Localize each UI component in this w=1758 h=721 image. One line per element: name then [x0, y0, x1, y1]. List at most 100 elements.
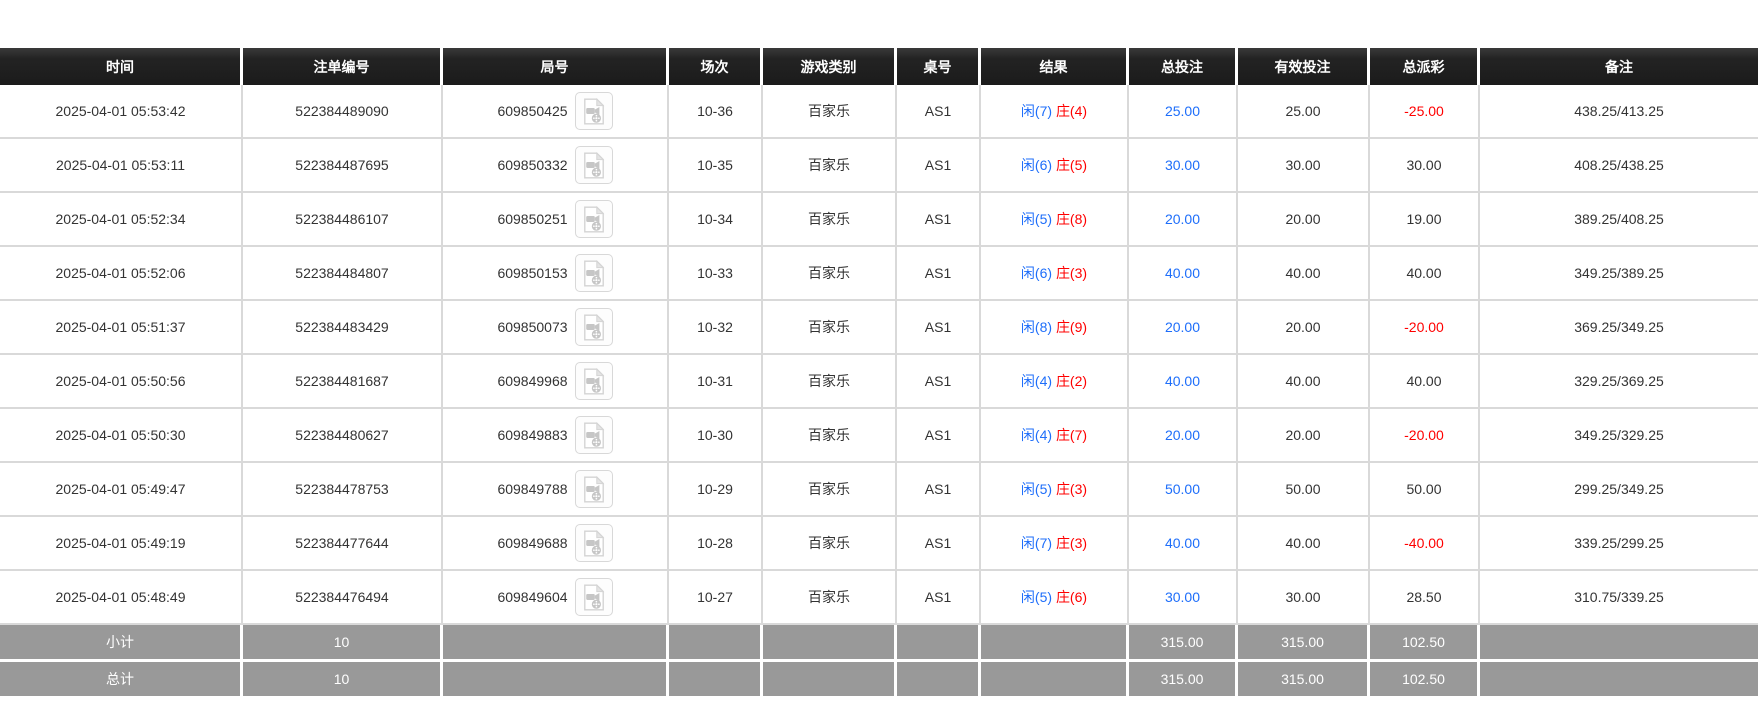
- cell-table-number: AS1: [897, 355, 981, 409]
- column-header-remark: 备注: [1480, 48, 1758, 85]
- round-number: 609849688: [497, 535, 568, 551]
- video-replay-button[interactable]: [574, 146, 613, 184]
- result-player: 闲(4): [1020, 427, 1053, 443]
- cell-total-payout: -40.00: [1370, 517, 1480, 571]
- cell-round-number: 609849968: [443, 355, 669, 409]
- footer-label: 总计: [0, 662, 243, 699]
- result-player: 闲(7): [1020, 535, 1053, 551]
- cell-session: 10-30: [669, 409, 763, 463]
- result-banker: 庄(9): [1055, 319, 1088, 335]
- video-replay-button[interactable]: [574, 92, 613, 130]
- cell-total-payout: 30.00: [1370, 139, 1480, 193]
- cell-remark: 299.25/349.25: [1480, 463, 1758, 517]
- footer-empty: [1480, 662, 1758, 699]
- footer-empty: [443, 625, 669, 662]
- cell-table-number: AS1: [897, 85, 981, 139]
- cell-time: 2025-04-01 05:50:56: [0, 355, 243, 409]
- table-row: 2025-04-01 05:52:06 522384484807 609850153…: [0, 247, 1758, 301]
- cell-time: 2025-04-01 05:53:11: [0, 139, 243, 193]
- cell-total-bet: 40.00: [1129, 247, 1238, 301]
- cell-result: 闲(4) 庄(7): [981, 409, 1129, 463]
- video-file-icon: [583, 313, 604, 340]
- cell-table-number: AS1: [897, 463, 981, 517]
- table-row: 2025-04-01 05:53:11 522384487695 609850332…: [0, 139, 1758, 193]
- footer-count: 10: [243, 625, 443, 662]
- video-replay-button[interactable]: [574, 254, 613, 292]
- cell-session: 10-33: [669, 247, 763, 301]
- video-replay-button[interactable]: [574, 200, 613, 238]
- cell-game-type: 百家乐: [763, 247, 897, 301]
- cell-result: 闲(5) 庄(3): [981, 463, 1129, 517]
- cell-total-payout: 50.00: [1370, 463, 1480, 517]
- cell-time: 2025-04-01 05:49:19: [0, 517, 243, 571]
- cell-total-bet: 30.00: [1129, 139, 1238, 193]
- cell-table-number: AS1: [897, 571, 981, 625]
- column-header-total_payout: 总派彩: [1370, 48, 1480, 85]
- video-replay-button[interactable]: [574, 416, 613, 454]
- cell-bet-number: 522384486107: [243, 193, 443, 247]
- bet-records-table: 时间 注单编号 局号 场次 游戏类别 桌号 结果 总投注 有效投注 总派彩 备注 2025-04-0…: [0, 48, 1758, 699]
- cell-round-number: 609850073: [443, 301, 669, 355]
- cell-remark: 389.25/408.25: [1480, 193, 1758, 247]
- cell-session: 10-31: [669, 355, 763, 409]
- cell-result: 闲(7) 庄(4): [981, 85, 1129, 139]
- cell-result: 闲(5) 庄(8): [981, 193, 1129, 247]
- table-header: 时间 注单编号 局号 场次 游戏类别 桌号 结果 总投注 有效投注 总派彩 备注: [0, 48, 1758, 85]
- cell-table-number: AS1: [897, 409, 981, 463]
- video-replay-button[interactable]: [574, 470, 613, 508]
- result-banker: 庄(4): [1055, 103, 1088, 119]
- cell-remark: 329.25/369.25: [1480, 355, 1758, 409]
- cell-bet-number: 522384480627: [243, 409, 443, 463]
- result-banker: 庄(5): [1055, 157, 1088, 173]
- cell-remark: 310.75/339.25: [1480, 571, 1758, 625]
- cell-remark: 369.25/349.25: [1480, 301, 1758, 355]
- cell-time: 2025-04-01 05:51:37: [0, 301, 243, 355]
- round-number: 609849883: [497, 427, 568, 443]
- cell-session: 10-34: [669, 193, 763, 247]
- footer-empty: [981, 625, 1129, 662]
- table-footer: 小计 10 315.00 315.00 102.50 总计 10 315.00 315.00 10…: [0, 625, 1758, 699]
- video-file-icon: [583, 97, 604, 124]
- cell-remark: 349.25/329.25: [1480, 409, 1758, 463]
- cell-game-type: 百家乐: [763, 517, 897, 571]
- result-player: 闲(5): [1020, 481, 1053, 497]
- cell-remark: 438.25/413.25: [1480, 85, 1758, 139]
- footer-empty: [1480, 625, 1758, 662]
- video-replay-button[interactable]: [574, 524, 613, 562]
- round-number: 609849788: [497, 481, 568, 497]
- cell-bet-number: 522384481687: [243, 355, 443, 409]
- cell-total-bet: 20.00: [1129, 409, 1238, 463]
- footer-empty: [669, 662, 763, 699]
- round-number-wrap: 609849883: [447, 416, 663, 454]
- table-row: 2025-04-01 05:53:42 522384489090 609850425…: [0, 85, 1758, 139]
- cell-session: 10-28: [669, 517, 763, 571]
- footer-empty: [981, 662, 1129, 699]
- video-replay-button[interactable]: [574, 578, 613, 616]
- cell-total-payout: 19.00: [1370, 193, 1480, 247]
- cell-valid-bet: 20.00: [1238, 193, 1370, 247]
- cell-round-number: 609849883: [443, 409, 669, 463]
- video-replay-button[interactable]: [574, 308, 613, 346]
- cell-game-type: 百家乐: [763, 355, 897, 409]
- footer-empty: [763, 662, 897, 699]
- result-banker: 庄(8): [1055, 211, 1088, 227]
- cell-total-bet: 20.00: [1129, 301, 1238, 355]
- cell-bet-number: 522384487695: [243, 139, 443, 193]
- video-replay-button[interactable]: [574, 362, 613, 400]
- column-header-round_no: 局号: [443, 48, 669, 85]
- cell-remark: 349.25/389.25: [1480, 247, 1758, 301]
- cell-total-payout: -20.00: [1370, 301, 1480, 355]
- cell-valid-bet: 40.00: [1238, 247, 1370, 301]
- round-number: 609850251: [497, 211, 568, 227]
- round-number-wrap: 609849604: [447, 578, 663, 616]
- round-number: 609850332: [497, 157, 568, 173]
- cell-time: 2025-04-01 05:53:42: [0, 85, 243, 139]
- header-row: 时间 注单编号 局号 场次 游戏类别 桌号 结果 总投注 有效投注 总派彩 备注: [0, 48, 1758, 85]
- footer-valid-bet: 315.00: [1238, 662, 1370, 699]
- footer-valid-bet: 315.00: [1238, 625, 1370, 662]
- footer-empty: [669, 625, 763, 662]
- video-file-icon: [583, 421, 604, 448]
- column-header-total_bet: 总投注: [1129, 48, 1238, 85]
- cell-total-payout: -20.00: [1370, 409, 1480, 463]
- round-number: 609849604: [497, 589, 568, 605]
